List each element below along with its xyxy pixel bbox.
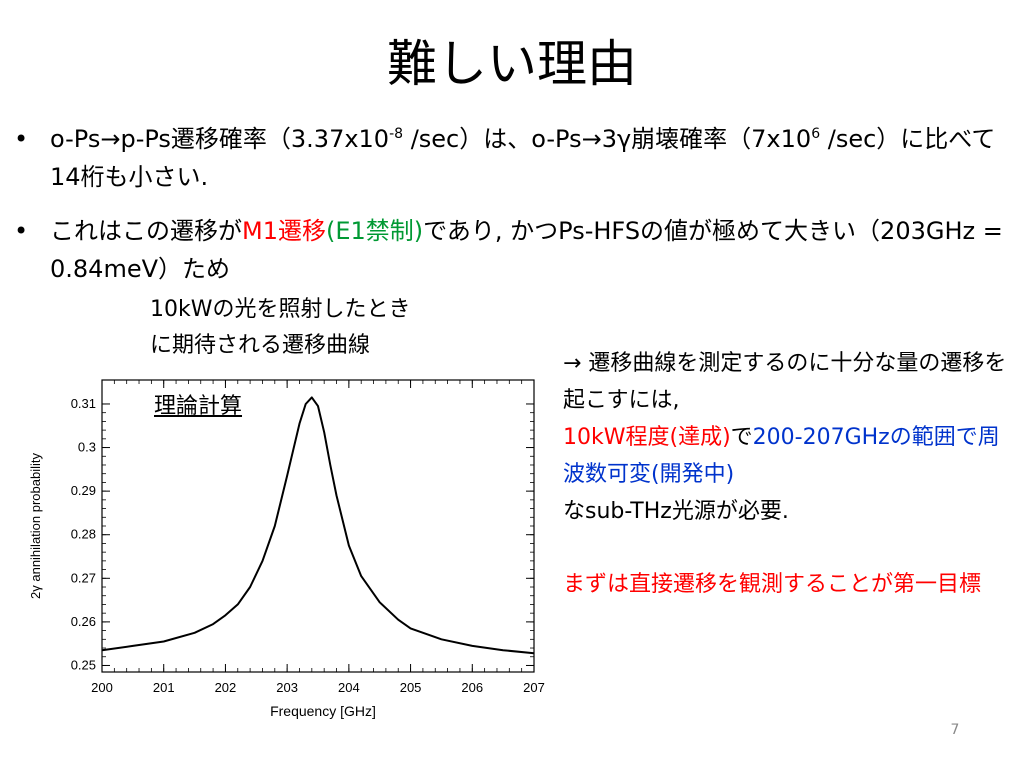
x-tick-label: 201: [153, 680, 175, 695]
bullet-dot: •: [14, 217, 29, 245]
y-tick-label: 0.31: [71, 396, 96, 411]
transition-curve-chart: 200 201 202 203 204 205 206 207 0.25 0.26 0.27 0.28…: [28, 379, 545, 719]
page-number: 7: [950, 722, 960, 738]
bullet-dot: •: [14, 125, 29, 153]
y-tick-label: 0.3: [78, 440, 96, 455]
chart-caption: 10kWの光を照射したとき に期待される遷移曲線: [150, 297, 411, 358]
first-goal: まずは直接遷移を観測することが第一目標: [563, 572, 982, 597]
y-tick-label: 0.27: [71, 570, 96, 585]
x-tick-label: 206: [461, 680, 483, 695]
power-requirement: 10kW程度(達成): [563, 425, 731, 450]
bullet-1-text: o-Ps→p-Ps遷移確率（3.37x10-8 /sec）は、o-Ps→3γ崩壊…: [50, 125, 996, 191]
e1-forbidden: (E1禁制): [325, 217, 424, 245]
x-tick-label: 200: [91, 680, 113, 695]
right-note: → 遷移曲線を測定するのに十分な量の遷移を起こすには, 10kW程度(達成)で2…: [563, 345, 1018, 603]
x-tick-label: 204: [338, 680, 360, 695]
y-tick-label: 0.29: [71, 483, 96, 498]
frequency-requirement: 200-207GHzの範囲で周波数可変(開発中): [563, 425, 1000, 487]
plot-frame: [101, 379, 535, 673]
x-tick-label: 203: [276, 680, 298, 695]
x-tick-label: 207: [523, 680, 545, 695]
transition-curve-line: [101, 396, 535, 655]
slide-title: 難しい理由: [387, 35, 637, 93]
m1-transition: M1遷移: [242, 217, 326, 245]
x-axis-label: Frequency [GHz]: [270, 703, 376, 719]
y-tick-label: 0.26: [71, 614, 96, 629]
y-tick-label: 0.28: [71, 527, 96, 542]
x-tick-label: 205: [400, 680, 422, 695]
theory-label: 理論計算: [154, 394, 243, 419]
x-tick-label: 202: [215, 680, 237, 695]
y-axis-label: 2γ annihilation probability: [28, 453, 43, 599]
bullet-2-text: これはこの遷移がM1遷移(E1禁制)であり, かつPs-HFSの値が極めて大きい…: [50, 217, 1003, 283]
y-tick-label: 0.25: [71, 657, 96, 672]
